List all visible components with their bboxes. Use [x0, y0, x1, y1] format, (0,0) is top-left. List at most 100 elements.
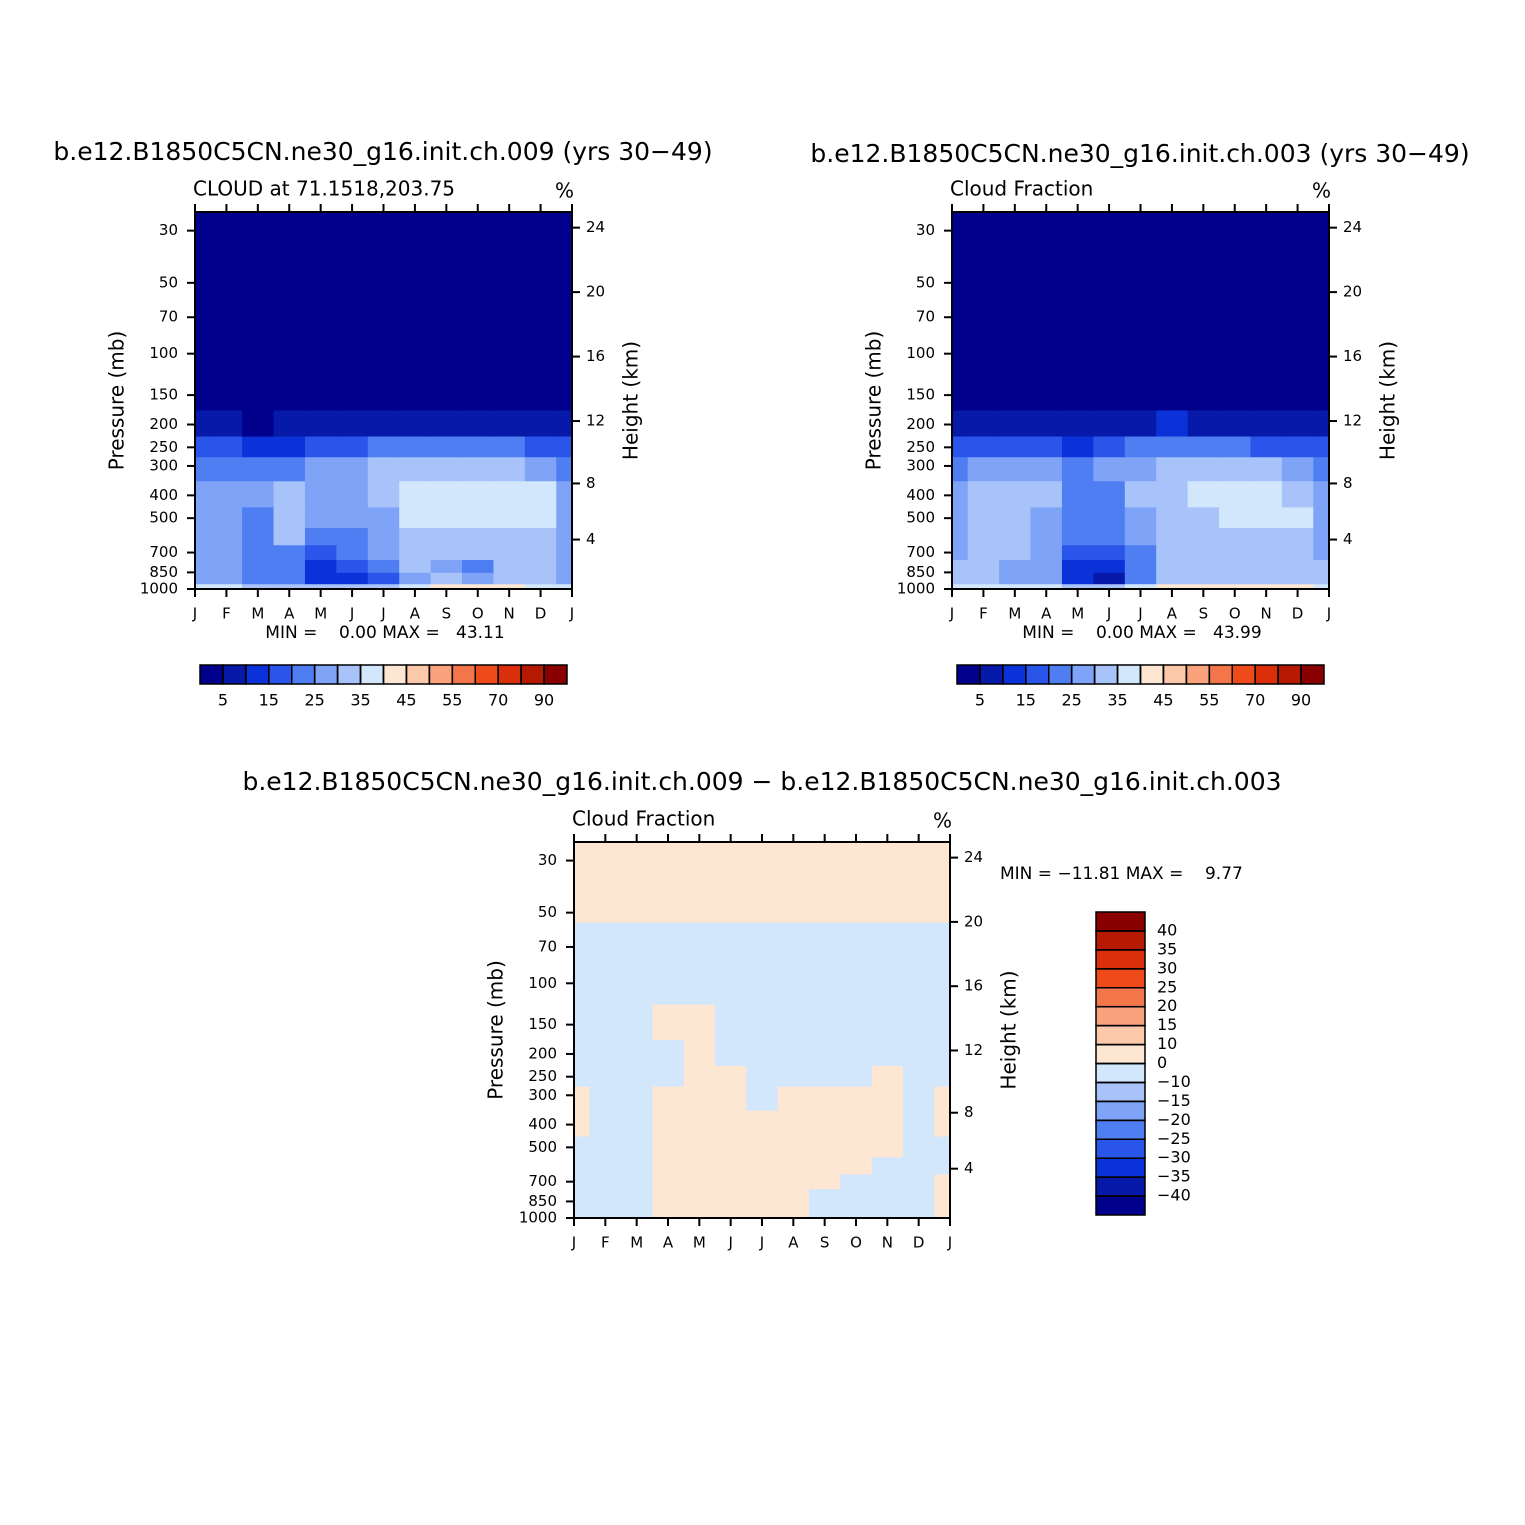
contour-cell	[336, 583, 369, 590]
contour-cell	[1219, 527, 1252, 546]
contour-cell	[336, 506, 369, 529]
contour-cell	[715, 842, 747, 923]
colorbar-label: 15	[1157, 1015, 1177, 1034]
y-tick-label: 50	[916, 273, 935, 291]
x-tick-label: S	[442, 605, 452, 623]
contour-cell	[777, 1109, 810, 1137]
contour-cell	[1061, 456, 1094, 482]
contour-cell	[967, 374, 1000, 411]
contour-cell	[210, 559, 243, 573]
contour-cell	[589, 1065, 622, 1087]
y2-axis-label: Height (km)	[619, 341, 643, 460]
contour-cell	[1219, 212, 1252, 293]
contour-cell	[746, 842, 779, 923]
contour-cell	[1250, 506, 1283, 529]
contour-cell	[840, 842, 873, 923]
contour-cell	[840, 1212, 873, 1219]
contour-cell	[1219, 409, 1252, 437]
y2-axis-label: Height (km)	[997, 970, 1021, 1089]
contour-cell	[903, 1039, 935, 1066]
contour-cell	[210, 480, 243, 508]
contour-cell	[952, 583, 969, 590]
contour-cell	[1124, 506, 1157, 529]
colorbar-label: 70	[1245, 691, 1265, 710]
contour-cell	[746, 1003, 779, 1040]
contour-cell	[934, 921, 951, 1005]
contour-cell	[430, 572, 463, 585]
contour-cell	[1093, 409, 1126, 437]
contour-cell	[242, 292, 275, 375]
contour-cell	[871, 1212, 904, 1219]
contour-cell	[871, 1135, 904, 1158]
contour-cell	[1061, 583, 1094, 590]
contour-cell	[430, 435, 463, 458]
contour-cell	[574, 1109, 591, 1137]
contour-cell	[556, 435, 573, 458]
contour-cell	[1156, 544, 1189, 560]
contour-cell	[1124, 559, 1157, 573]
contour-cell	[336, 559, 369, 573]
y2-tick-label: 8	[964, 1103, 974, 1121]
contour-cell	[273, 374, 306, 411]
y2-tick-label: 20	[586, 283, 605, 301]
contour-cell	[1250, 544, 1283, 560]
contour-cell	[367, 583, 400, 590]
colorbar-box	[222, 664, 247, 685]
contour-cell	[746, 1065, 779, 1087]
contour-cell	[399, 506, 432, 529]
contour-cell	[462, 409, 495, 437]
contour-cell	[336, 527, 369, 546]
contour-cell	[1219, 544, 1252, 560]
colorbar-box	[1139, 664, 1165, 685]
y-tick-label: 200	[149, 415, 178, 433]
contour-cell	[652, 1039, 685, 1066]
contour-cell	[1030, 456, 1063, 482]
contour-cell	[195, 506, 212, 529]
contour-cell	[967, 544, 1000, 560]
contour-cell	[934, 842, 951, 923]
contour-cell	[967, 212, 1000, 293]
contour-cell	[621, 1065, 653, 1087]
contour-cell	[840, 1109, 873, 1137]
colorbar-label: 35	[1157, 939, 1177, 958]
contour-cell	[1030, 527, 1063, 546]
contour-cell	[1313, 374, 1330, 411]
colorbar-box	[1095, 949, 1146, 970]
colorbar-label: 5	[975, 691, 985, 710]
contour-cell	[621, 842, 653, 923]
contour-cell	[967, 409, 1000, 437]
y-tick-label: 1000	[140, 580, 178, 598]
contour-cell	[589, 1003, 622, 1040]
contour-cell	[430, 409, 463, 437]
contour-cell	[1187, 456, 1220, 482]
colorbar-box	[1093, 664, 1119, 685]
contour-cell	[1156, 456, 1189, 482]
contour-cell	[621, 1212, 653, 1219]
contour-cell	[652, 1135, 685, 1158]
contour-cell	[195, 583, 212, 590]
contour-cell	[1124, 212, 1157, 293]
y-tick-label: 100	[528, 974, 557, 992]
contour-cell	[715, 1135, 747, 1158]
contour-cell	[1250, 435, 1283, 458]
colorbar-box	[1095, 1176, 1146, 1197]
contour-cell	[589, 1039, 622, 1066]
contour-cell	[367, 506, 400, 529]
contour-cell	[524, 292, 557, 375]
contour-cell	[195, 292, 212, 375]
contour-cell	[621, 1039, 653, 1066]
contour-cell	[1030, 409, 1063, 437]
colorbar-label: 90	[534, 691, 554, 710]
contour-cell	[1061, 572, 1094, 585]
y2-tick-label: 16	[1343, 347, 1362, 365]
contour-cell	[1124, 456, 1157, 482]
contour-cell	[273, 292, 306, 375]
contour-cell	[462, 559, 495, 573]
contour-cell	[493, 559, 526, 573]
contour-cell	[1313, 527, 1330, 546]
y-tick-label: 400	[528, 1115, 557, 1133]
contour-cell	[809, 1201, 841, 1214]
min-max-note: MIN = 0.00 MAX = 43.99	[1022, 623, 1261, 643]
contour-cell	[621, 921, 653, 1005]
contour-cell	[336, 480, 369, 508]
